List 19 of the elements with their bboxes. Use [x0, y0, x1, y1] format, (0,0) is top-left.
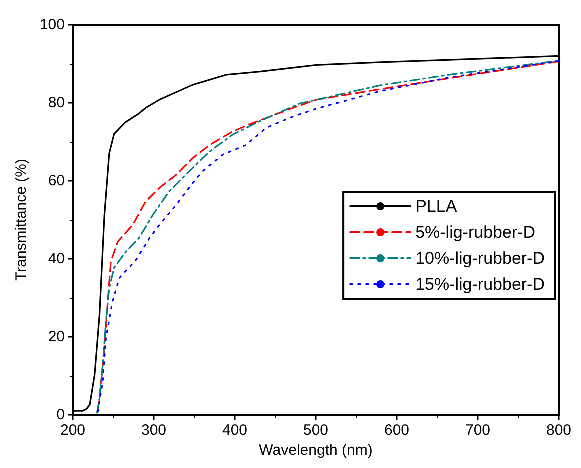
y-tick-label: 0 [56, 406, 65, 424]
x-tick-label: 200 [60, 422, 86, 439]
legend-label: 5%-lig-rubber-D [416, 223, 536, 242]
y-tick-label: 100 [40, 16, 65, 34]
y-tick-label: 60 [48, 172, 65, 190]
x-axis-title: Wavelength (nm) [259, 442, 373, 459]
x-tick-label: 700 [465, 422, 491, 439]
legend-label: PLLA [416, 197, 458, 216]
legend-label: 15%-lig-rubber-D [416, 275, 546, 294]
x-tick-label: 500 [303, 422, 329, 439]
x-tick-label: 800 [546, 422, 572, 439]
y-tick-label: 20 [48, 328, 65, 346]
x-tick-label: 300 [141, 422, 167, 439]
y-axis-title: Transmittance (%) [13, 159, 30, 281]
x-tick-label: 400 [222, 422, 248, 439]
y-tick-label: 40 [48, 250, 65, 268]
legend-label: 10%-lig-rubber-D [416, 249, 546, 268]
y-tick-label: 80 [48, 94, 65, 112]
x-tick-label: 600 [384, 422, 410, 439]
